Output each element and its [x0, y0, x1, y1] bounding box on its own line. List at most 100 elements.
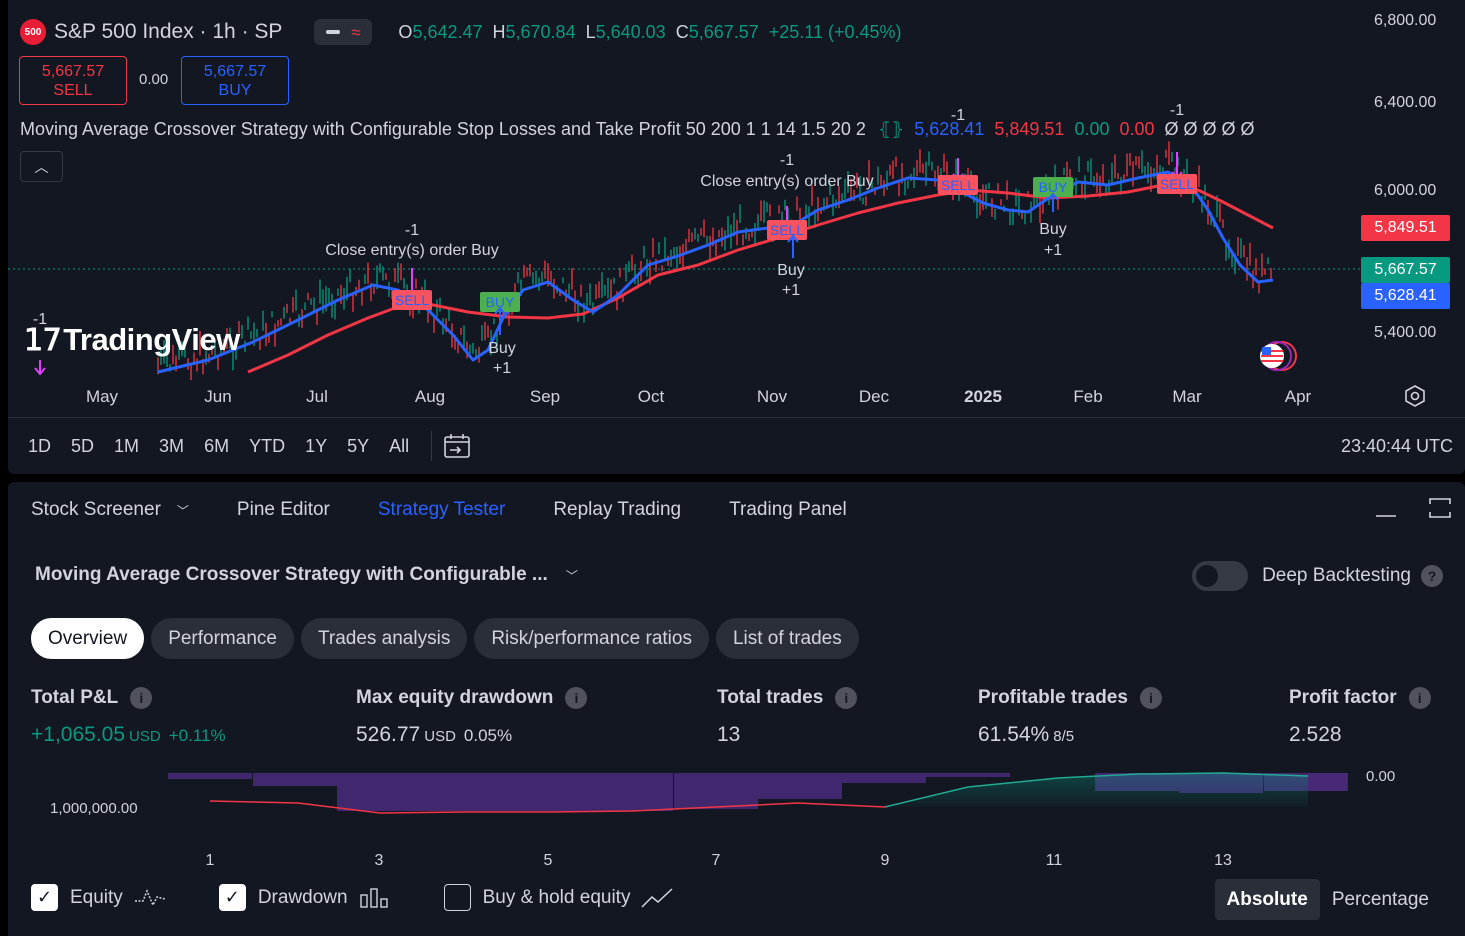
buy-hold-checkbox[interactable]: Buy & hold equity	[443, 884, 675, 911]
price-axis-tick: 6,800.00	[1374, 12, 1437, 29]
price-chart-canvas[interactable]: SELL BUY SELL SELL BUY SELL	[8, 0, 1465, 415]
chart-settings-icon[interactable]	[1404, 385, 1426, 407]
signal-tag-text: BUY	[486, 294, 515, 310]
tab-stock-screener[interactable]: Stock Screener ﹀	[31, 499, 189, 521]
legend-ma-red: 5,849.51	[994, 119, 1065, 139]
stat-value: 2.528	[1289, 723, 1342, 746]
drawdown-bar	[589, 773, 673, 811]
sell-button[interactable]: 5,667.57 SELL	[19, 56, 127, 105]
range-5y[interactable]: 5Y	[347, 435, 370, 456]
range-all[interactable]: All	[389, 435, 410, 456]
stat-total-pnl: Total P&L i +1,065.05 USD +0.11%	[31, 687, 226, 747]
subtab-trades-analysis[interactable]: Trades analysis	[300, 618, 468, 659]
ohlc-open-label: O	[398, 21, 413, 42]
ohlc-close-value: 5,667.57	[688, 21, 759, 42]
go-to-date-icon[interactable]	[442, 431, 472, 461]
drawdown-y-label: 0.00	[1366, 768, 1396, 785]
ohlc-change: +25.11 (+0.45%)	[768, 21, 902, 42]
ohlc-close-label: C	[675, 21, 689, 42]
us-flag-icon[interactable]	[1252, 340, 1302, 372]
info-icon[interactable]: i	[1139, 687, 1162, 709]
chevron-down-icon[interactable]: ﹀	[176, 503, 189, 518]
mode-percentage[interactable]: Percentage	[1331, 888, 1429, 910]
range-ytd[interactable]: YTD	[249, 435, 286, 456]
time-axis-tick: Dec	[858, 387, 890, 406]
stat-label: Total P&L	[31, 687, 119, 708]
subtab-overview[interactable]: Overview	[31, 618, 145, 659]
deep-backtesting-label: Deep Backtesting	[1262, 565, 1411, 586]
signal-tag	[392, 290, 432, 310]
strategy-selector-label: Moving Average Crossover Strategy with C…	[35, 564, 548, 585]
signal-tag-text: SELL	[1160, 176, 1194, 192]
tab-strategy-tester[interactable]: Strategy Tester	[377, 499, 506, 520]
strategy-selector[interactable]: Moving Average Crossover Strategy with C…	[35, 564, 578, 586]
stat-extra: +0.11%	[168, 726, 226, 745]
sell-label: SELL	[53, 81, 93, 99]
time-axis-tick: Aug	[414, 387, 446, 406]
chart-panel[interactable]: SELL BUY SELL SELL BUY SELL 500 S&P 500 Index…	[8, 0, 1465, 474]
strategy-legend[interactable]: Moving Average Crossover Strategy with C…	[20, 119, 1255, 140]
signal-qty-label: -1	[32, 311, 48, 328]
symbol-legend: 500 S&P 500 Index · 1h · SP ≈ O5,642.47 …	[20, 18, 902, 46]
drawdown-bar	[421, 773, 505, 811]
toggle-knob	[1196, 565, 1219, 587]
ohlc-low-value: 5,640.03	[595, 21, 666, 42]
stat-label: Profitable trades	[978, 687, 1128, 708]
deep-backtesting-toggle[interactable]	[1192, 561, 1249, 591]
range-1y[interactable]: 1Y	[305, 435, 328, 456]
range-5d[interactable]: 5D	[71, 435, 95, 456]
equity-checkbox[interactable]: ✓ Equity	[31, 884, 167, 911]
drawdown-checkbox[interactable]: ✓ Drawdown	[218, 884, 392, 911]
close-entry-label: Close entry(s) order Buy	[700, 173, 874, 190]
stat-extra: 0.05%	[463, 726, 513, 745]
range-6m[interactable]: 6M	[204, 435, 230, 456]
subtab-performance[interactable]: Performance	[151, 618, 294, 659]
signal-qty-label: -1	[950, 107, 966, 124]
check-icon: ✓	[218, 884, 246, 911]
range-1d[interactable]: 1D	[28, 435, 52, 456]
signal-qty-label: -1	[779, 152, 795, 169]
signal-qty-label: +1	[492, 360, 512, 377]
subtab-list-of-trades[interactable]: List of trades	[715, 618, 859, 659]
utc-clock[interactable]: 23:40:44 UTC	[1340, 435, 1453, 456]
drawdown-bar	[337, 773, 421, 811]
equity-chart[interactable]	[8, 767, 1465, 867]
minimize-panel-icon[interactable]	[1374, 496, 1398, 520]
legend-visibility-toggle[interactable]: ≈	[314, 19, 373, 45]
tab-trading-panel[interactable]: Trading Panel	[729, 499, 847, 520]
ohlc-high-label: H	[492, 21, 506, 42]
signal-tag	[1033, 177, 1073, 197]
range-1m[interactable]: 1M	[114, 435, 140, 456]
bottom-tabs: Stock Screener ﹀ Pine Editor Strategy Tes…	[8, 482, 872, 538]
eye-icon[interactable]: ⦃⦄	[877, 119, 905, 139]
strategy-legend-name: Moving Average Crossover Strategy with C…	[20, 119, 866, 139]
legend-zero-green: 0.00	[1074, 119, 1110, 139]
maximize-panel-icon[interactable]	[1428, 496, 1452, 520]
buy-signal-label: Buy	[488, 340, 516, 357]
signal-qty-label: +1	[1043, 242, 1063, 259]
range-3m[interactable]: 3M	[159, 435, 185, 456]
mode-absolute[interactable]: Absolute	[1214, 879, 1320, 920]
info-icon[interactable]: i	[565, 687, 588, 709]
time-axis-tick: Oct	[637, 387, 665, 406]
buy-button[interactable]: 5,667.57 BUY	[181, 56, 289, 105]
symbol-title[interactable]: S&P 500 Index · 1h · SP	[54, 20, 283, 43]
signal-tag	[767, 220, 807, 240]
stat-label: Profit factor	[1289, 687, 1397, 708]
subtab-risk-ratios[interactable]: Risk/performance ratios	[474, 618, 709, 659]
signal-tag-text: SELL	[770, 222, 804, 238]
tab-replay-trading[interactable]: Replay Trading	[553, 499, 682, 520]
info-icon[interactable]: i	[835, 687, 858, 709]
help-icon[interactable]: ?	[1421, 565, 1443, 587]
drawdown-bar	[674, 773, 758, 809]
symbol-logo[interactable]: 500	[20, 19, 46, 45]
drawdown-bar	[1308, 773, 1347, 791]
ohlc-low-label: L	[585, 21, 596, 42]
signal-qty-label: -1	[404, 222, 420, 239]
tab-pine-editor[interactable]: Pine Editor	[236, 499, 330, 520]
buy-signal-label: Buy	[1039, 221, 1067, 238]
info-icon[interactable]: i	[1408, 687, 1431, 709]
collapse-legend-button[interactable]: ︿	[20, 151, 63, 182]
info-icon[interactable]: i	[130, 687, 153, 709]
signal-qty-label: +1	[781, 282, 801, 299]
